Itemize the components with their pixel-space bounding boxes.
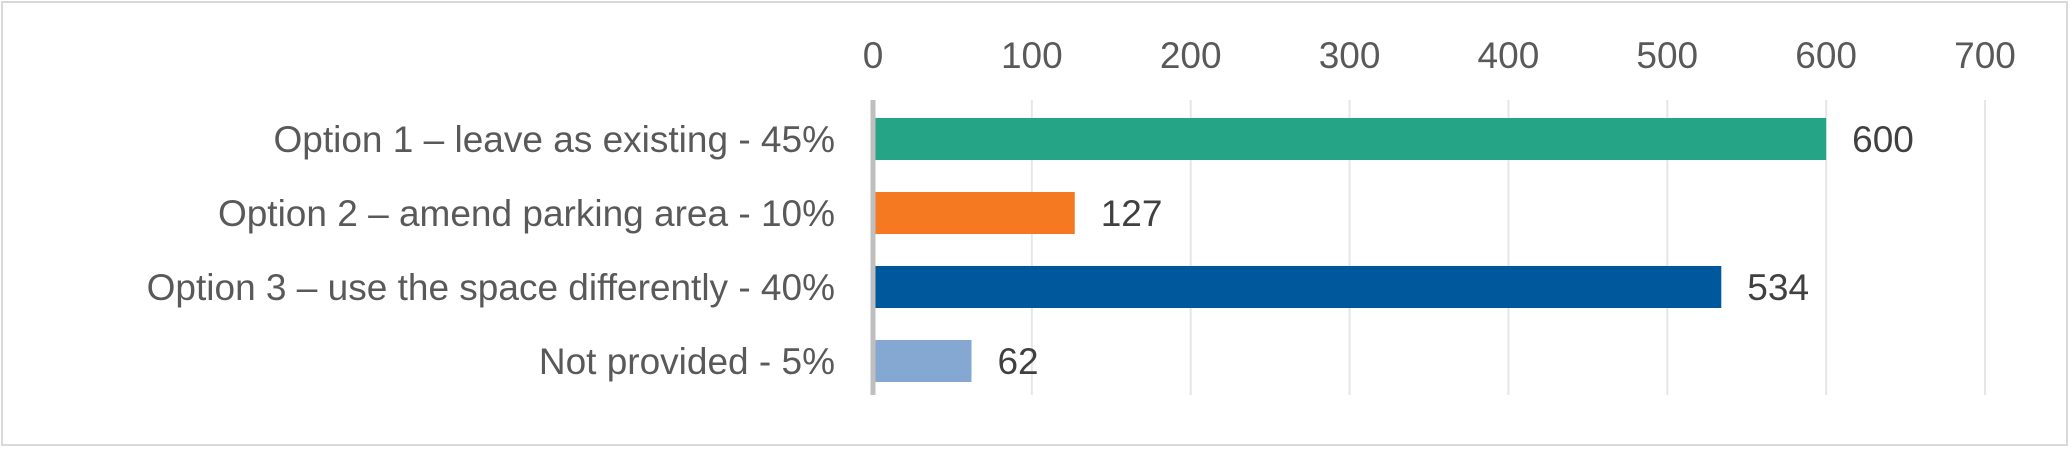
bar-4 xyxy=(873,340,972,382)
data-label-2: 127 xyxy=(1101,193,1163,234)
category-label-3: Option 3 – use the space differently - 4… xyxy=(147,267,835,308)
x-tick-label-400: 400 xyxy=(1478,35,1540,76)
x-tick-label-100: 100 xyxy=(1001,35,1063,76)
category-label-4: Not provided - 5% xyxy=(539,341,835,382)
category-label-1: Option 1 – leave as existing - 45% xyxy=(274,119,836,160)
bar-3 xyxy=(873,266,1722,308)
x-tick-label-500: 500 xyxy=(1636,35,1698,76)
bar-1 xyxy=(873,118,1827,160)
data-label-1: 600 xyxy=(1852,119,1914,160)
data-label-3: 534 xyxy=(1747,267,1809,308)
data-label-4: 62 xyxy=(997,341,1038,382)
x-tick-label-200: 200 xyxy=(1160,35,1222,76)
x-tick-label-600: 600 xyxy=(1795,35,1857,76)
x-tick-label-700: 700 xyxy=(1954,35,2016,76)
category-labels: Option 1 – leave as existing - 45% Option… xyxy=(147,119,835,382)
data-labels: 600 127 534 62 xyxy=(997,119,1913,382)
category-label-2: Option 2 – amend parking area - 10% xyxy=(218,193,835,234)
x-tick-label-300: 300 xyxy=(1319,35,1381,76)
x-tick-label-0: 0 xyxy=(863,35,884,76)
x-axis-tick-labels: 0 100 200 300 400 500 600 700 xyxy=(863,35,2016,76)
bars xyxy=(873,118,1827,382)
bar-2 xyxy=(873,192,1075,234)
